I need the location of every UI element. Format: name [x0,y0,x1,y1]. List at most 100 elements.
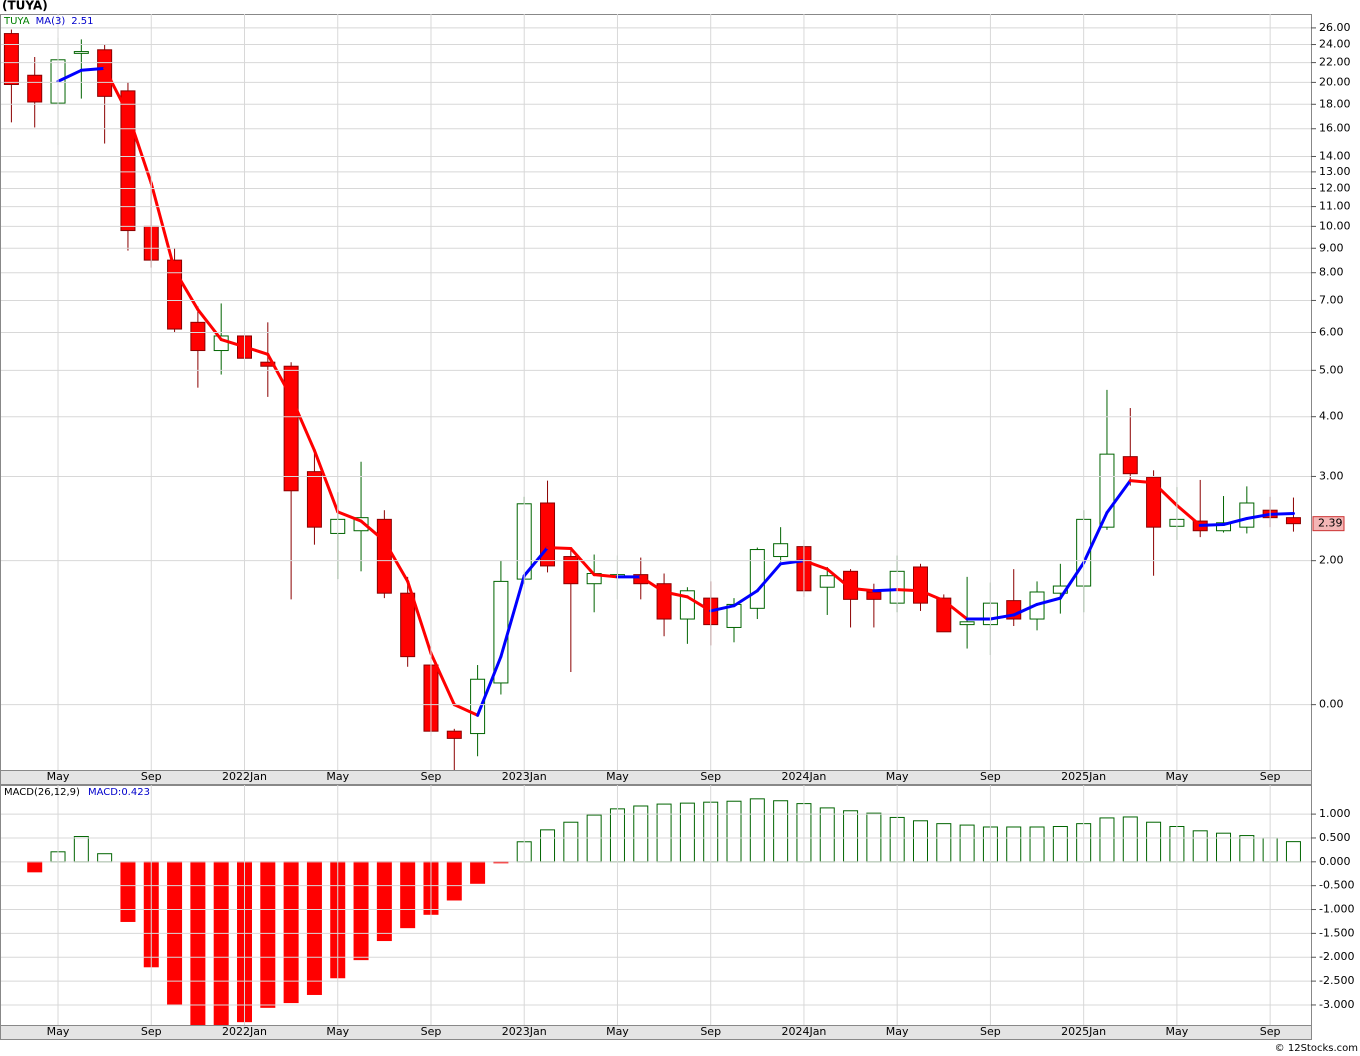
macd-bar [446,861,462,901]
legend: TUYA MA(3) 2.51 [3,16,94,27]
ma-line [709,604,736,613]
ma-line [1105,479,1132,515]
candle-body [190,321,206,352]
macd-bar [120,861,136,922]
macd-bar [563,821,579,863]
y-tick-label: 5.00 [1319,363,1344,376]
x-tick-label: May [47,770,70,783]
macd-bar [749,798,765,863]
ma-line [289,395,316,452]
candle-body [1122,456,1138,475]
candle-body [633,574,649,585]
x-tick-label: Sep [141,770,162,783]
ma-line [1245,512,1272,521]
y-tick-label: 9.00 [1319,241,1344,254]
ma-line [1035,596,1062,606]
legend-title: MACD(26,12,9) [4,787,80,798]
candle-body [283,365,299,492]
macd-bar [376,861,392,942]
candle-body [1285,517,1301,525]
y-tick-label: 18.00 [1319,97,1351,110]
macd-bar [726,800,742,863]
macd-bar [306,861,322,995]
y-tick-label: 12.00 [1319,182,1351,195]
ma-line [173,268,200,312]
macd-bar [1239,835,1255,863]
candle-body [376,518,392,594]
ma-line [546,546,573,551]
ma-line [685,595,713,613]
legend-value: 0.423 [121,787,150,798]
x-tick-label: 2023Jan [502,1025,547,1038]
legend-entry: MA(3) [36,16,66,27]
macd-bar [959,824,975,863]
y-tick-label: 6.00 [1319,325,1344,338]
symbol-title: (TUYA) [2,0,48,13]
candle-body [27,74,43,103]
x-tick-label: May [886,1025,909,1038]
y-tick-label: 4.00 [1319,410,1344,423]
candle-body [773,543,789,558]
candle-body [73,51,89,54]
ma-line [476,655,503,717]
ma-line [359,519,386,543]
y-tick-label: 8.00 [1319,266,1344,279]
y-tick-label: 0.00 [1319,698,1344,711]
x-tick-label: 2025Jan [1061,1025,1106,1038]
ma-line [1152,481,1179,507]
ma-line [639,575,666,594]
ma-line [79,66,107,72]
x-tick-label: May [606,770,629,783]
x-tick-label: 2023Jan [502,770,547,783]
macd-bar [656,803,672,863]
macd-bar [679,802,695,863]
candle-body [959,621,975,626]
legend-value: 2.51 [71,16,93,27]
macd-bar [353,861,369,961]
ma-line [849,586,876,593]
candle-body [3,33,19,85]
ma-line [779,559,806,566]
ma-line [522,546,550,578]
x-tick-label: Sep [141,1025,162,1038]
x-tick-label: May [326,770,349,783]
macd-bar [1099,817,1115,863]
ma-line [1082,511,1109,565]
x-tick-label: 2022Jan [222,770,267,783]
x-tick-label: May [1166,770,1189,783]
macd-bar [1122,816,1138,863]
ma-line [918,589,946,603]
macd-bar [213,861,229,1025]
candle-body [749,549,765,609]
legend-label: MACD: [88,787,121,798]
macd-bar [97,853,113,863]
candle-body [470,678,486,735]
y-tick-label: 0.000 [1319,855,1351,868]
ma-line [312,448,340,514]
macd-bar [470,861,486,884]
macd-bar [912,820,928,863]
x-tick-label: May [606,1025,629,1038]
ma-line [336,510,363,523]
macd-bar [1146,821,1162,863]
y-tick-label: 13.00 [1319,165,1351,178]
macd-bar [819,807,835,863]
y-tick-label: 3.00 [1319,469,1344,482]
ma-line [1198,523,1226,527]
candle-body [306,471,322,528]
ma-line [1012,602,1039,617]
y-tick-label: 1.000 [1319,807,1351,820]
x-tick-label: Sep [421,770,442,783]
ma-line [988,613,1016,621]
macd-bar [1052,826,1068,863]
ma-line [243,345,270,356]
ma-line [266,352,293,399]
candle-body [936,597,952,633]
candle-body [912,566,928,604]
macd-bar [843,810,859,863]
macd-bar [73,836,89,863]
macd-bar [1285,841,1301,863]
ma-line [732,589,759,608]
candle-body [1146,476,1162,528]
candle-body [563,556,579,585]
